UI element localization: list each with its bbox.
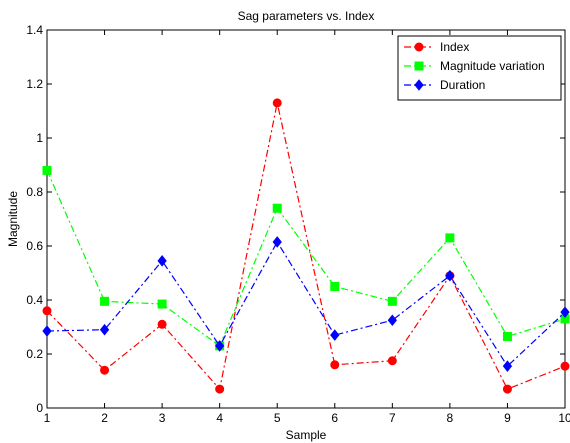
x-tick-label: 1 [44, 411, 51, 425]
y-tick-label: 1.2 [26, 77, 43, 91]
x-tick-label: 3 [159, 411, 166, 425]
data-point [99, 323, 110, 336]
y-tick-label: 0.8 [26, 185, 43, 199]
y-tick-label: 0.2 [26, 347, 43, 361]
y-tick-label: 0.4 [26, 293, 43, 307]
data-point [330, 329, 340, 341]
y-tick-label: 0.6 [26, 239, 43, 253]
data-point [330, 282, 340, 291]
y-tick-label: 1.4 [26, 23, 43, 37]
y-axis-label: Magnitude [6, 191, 20, 247]
data-point [215, 384, 225, 394]
x-tick-label: 2 [101, 411, 108, 425]
data-point [502, 360, 513, 372]
data-point [445, 269, 455, 282]
legend-label: Duration [440, 78, 485, 92]
data-point [560, 306, 570, 318]
legend-marker [414, 79, 424, 91]
data-point [387, 314, 397, 327]
data-point [502, 331, 512, 341]
x-tick-label: 8 [447, 411, 454, 425]
data-point [272, 203, 282, 213]
legend-entry: Duration [404, 78, 485, 92]
x-axis-label: Sample [286, 428, 327, 442]
legend-entry: Index [404, 40, 469, 54]
data-point [157, 299, 167, 309]
data-point [560, 361, 570, 371]
data-point [215, 340, 225, 352]
data-point [100, 296, 110, 306]
data-point [502, 384, 512, 394]
data-point [157, 255, 167, 267]
legend-marker [414, 42, 424, 52]
x-tick-label: 9 [504, 411, 511, 425]
data-point [445, 233, 455, 243]
data-point [387, 296, 397, 306]
legend-entry: Magnitude variation [404, 59, 545, 73]
y-tick-label: 1 [36, 131, 43, 145]
data-point [100, 365, 110, 375]
legend-label: Index [440, 40, 469, 54]
x-tick-label: 7 [389, 411, 396, 425]
data-point [42, 325, 52, 337]
y-axis: 0 0.2 0.4 0.6 0.8 1 1.2 1.4 [26, 23, 565, 415]
x-tick-label: 10 [558, 411, 570, 425]
x-tick-label: 6 [331, 411, 338, 425]
data-point [330, 360, 340, 370]
x-tick-label: 4 [216, 411, 223, 425]
data-point [42, 165, 52, 175]
data-point [272, 236, 282, 248]
data-point [272, 98, 282, 108]
data-point [157, 319, 167, 329]
legend-marker [414, 61, 424, 71]
series-duration [42, 236, 570, 372]
series-line [46, 240, 566, 368]
legend: Index Magnitude variation Duration [397, 35, 562, 101]
chart-title: Sag parameters vs. Index [238, 9, 375, 23]
data-point [42, 306, 52, 316]
x-tick-label: 5 [274, 411, 281, 425]
series-layer [42, 98, 570, 394]
series-line [46, 170, 566, 347]
series-index [42, 98, 570, 394]
y-tick-label: 0 [36, 401, 43, 415]
x-axis: 1 2 3 4 5 6 7 8 9 10 [44, 30, 570, 425]
data-point [387, 356, 397, 366]
legend-label: Magnitude variation [440, 59, 545, 73]
